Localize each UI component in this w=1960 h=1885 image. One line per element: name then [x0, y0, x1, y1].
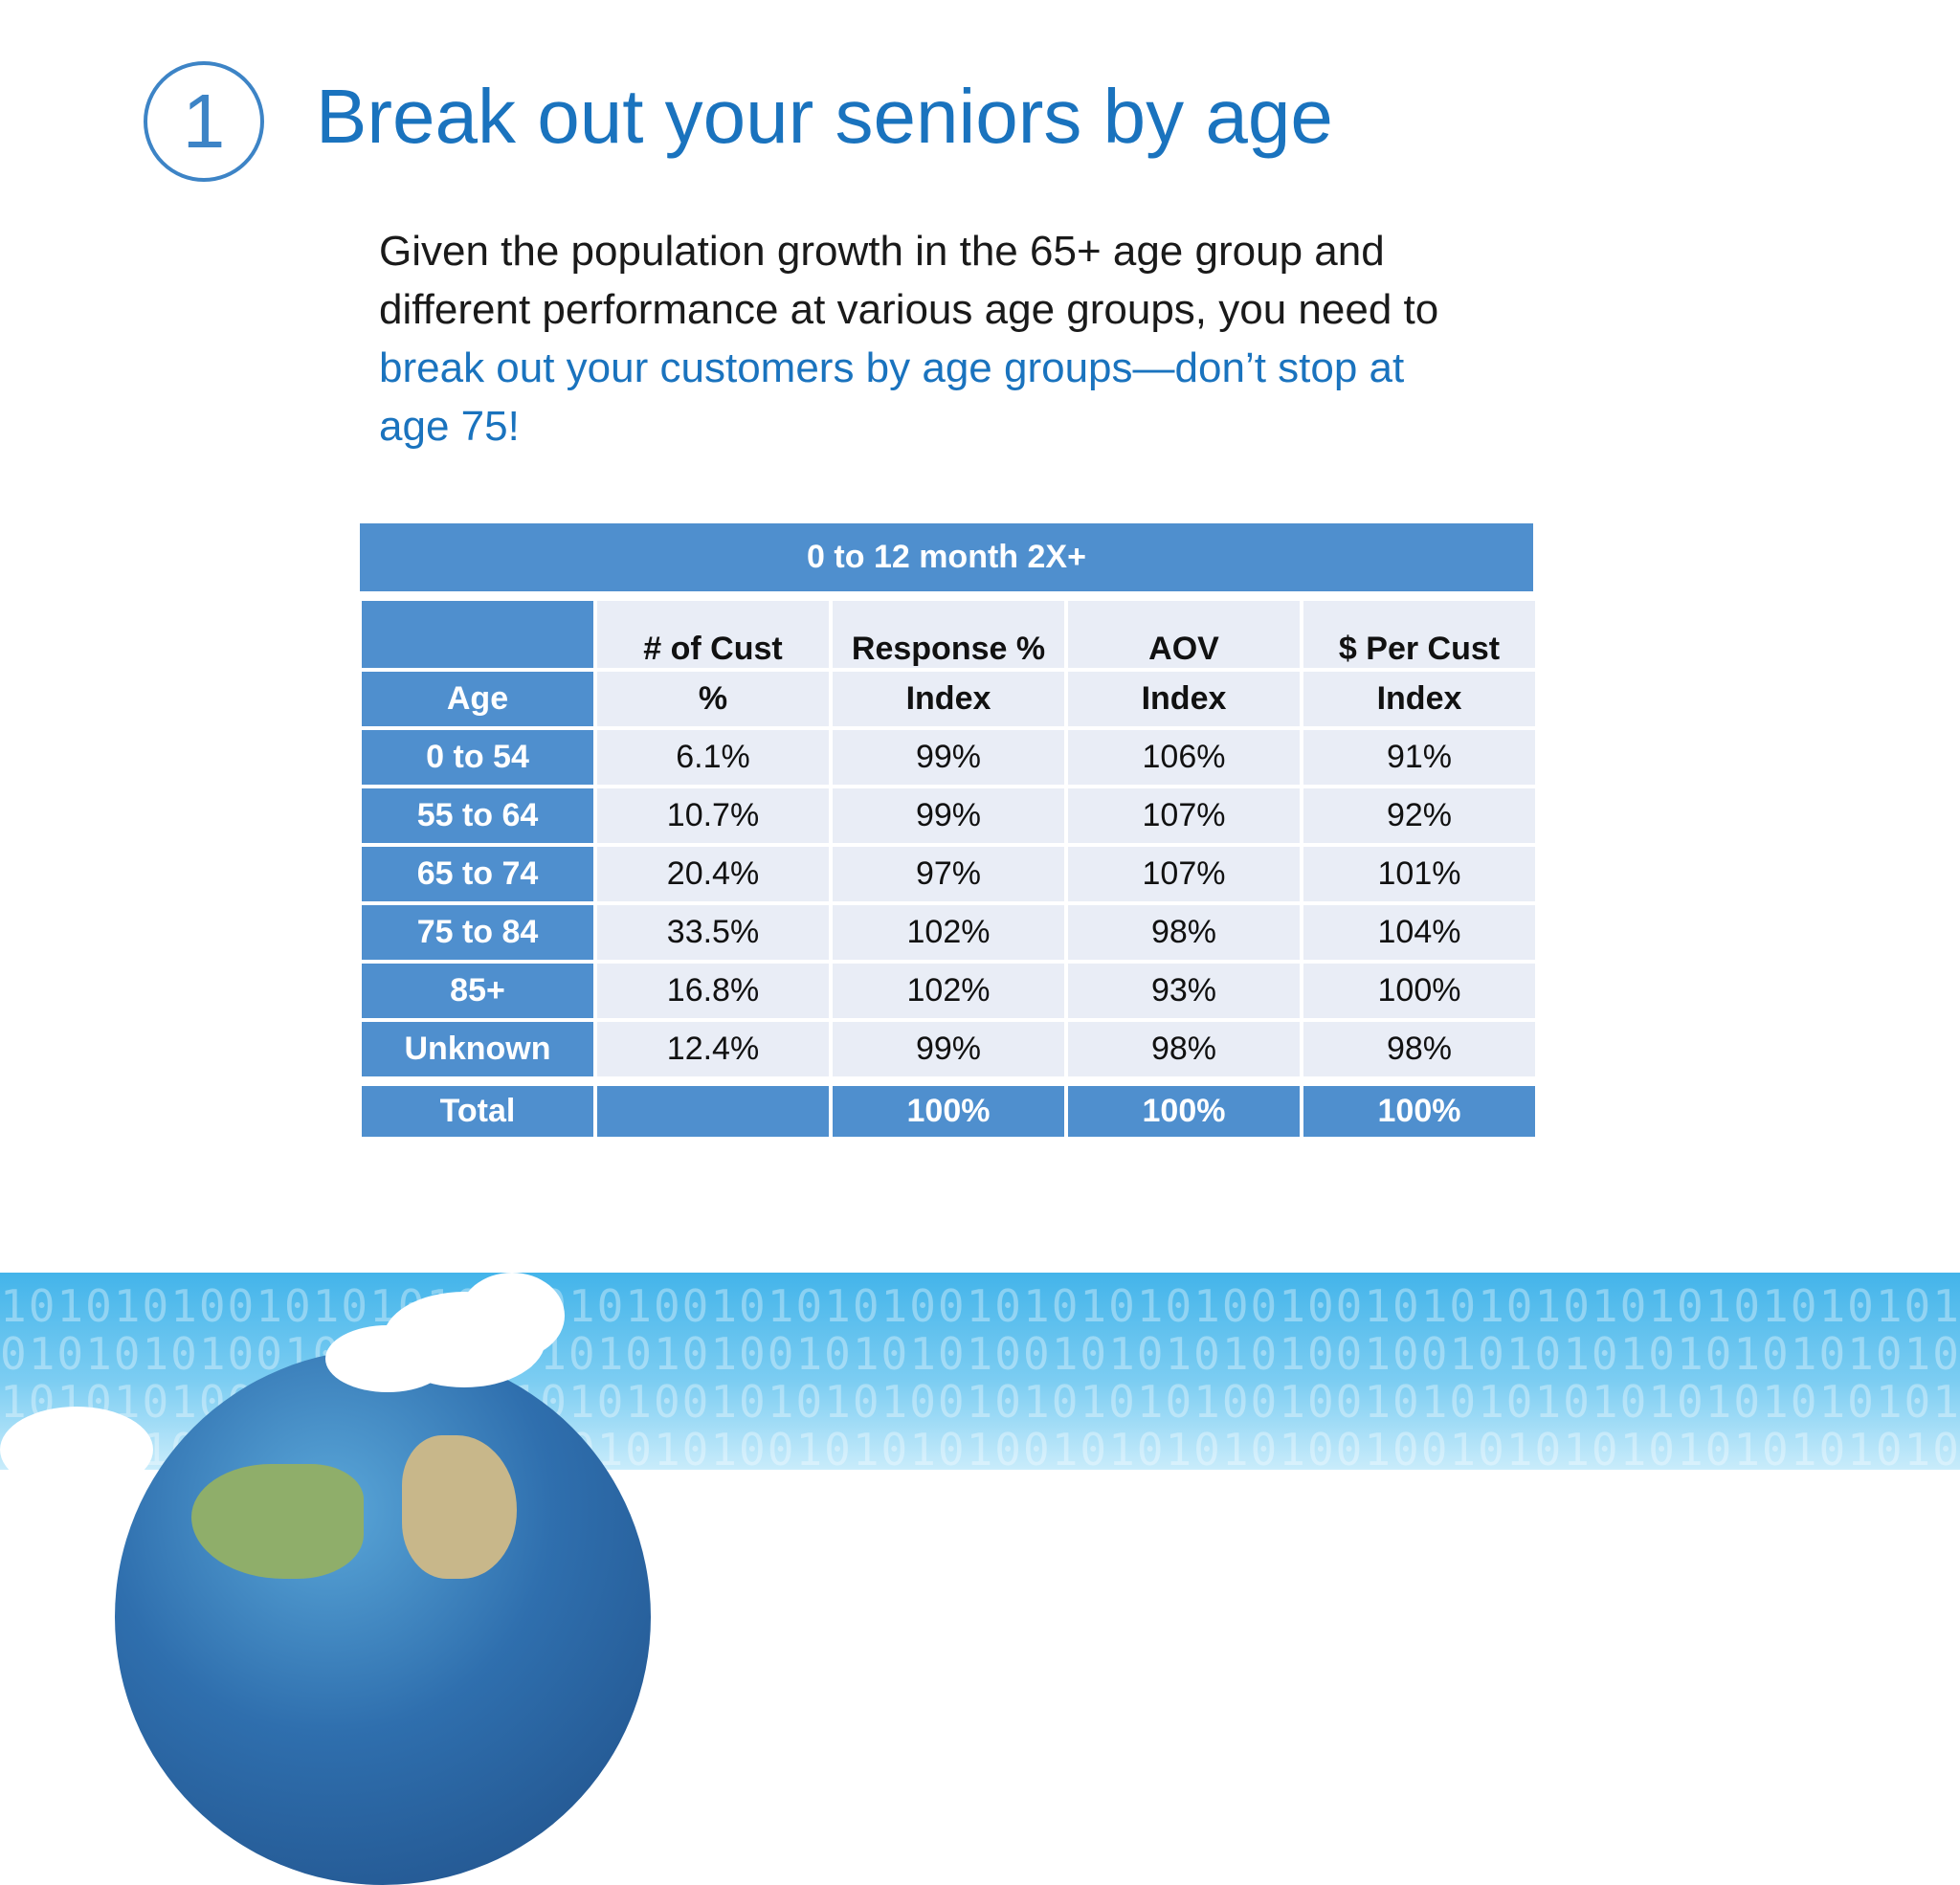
table-cell: 16.8% — [597, 964, 829, 1018]
slide-title: Break out your seniors by age — [316, 74, 1333, 159]
table-cell: 102% — [833, 964, 1064, 1018]
table-row: 65 to 74 20.4% 97% 107% 101% — [362, 847, 1535, 901]
age-cell: 65 to 74 — [362, 847, 593, 901]
globe-landmass — [191, 1464, 364, 1579]
table-cell: 102% — [833, 905, 1064, 960]
total-cell: 100% — [833, 1080, 1064, 1137]
table-header-row: # of Cust Response % AOV $ Per Cust — [362, 601, 1535, 668]
header-cell: # of Cust — [597, 601, 829, 668]
globe-landmass — [402, 1435, 517, 1579]
age-cell: 85+ — [362, 964, 593, 1018]
table-row: 85+ 16.8% 102% 93% 100% — [362, 964, 1535, 1018]
cloud-icon — [0, 1407, 153, 1493]
table-row: 55 to 64 10.7% 99% 107% 92% — [362, 788, 1535, 843]
age-cell: 0 to 54 — [362, 730, 593, 785]
table-cell: 92% — [1303, 788, 1535, 843]
body-highlight-line: age 75! — [379, 403, 520, 450]
table-cell: 107% — [1068, 788, 1300, 843]
body-highlight-line: break out your customers by age groups—d… — [379, 344, 1405, 391]
header-cell: % — [597, 672, 829, 726]
total-label-cell: Total — [362, 1080, 593, 1137]
table-total-row: Total 100% 100% 100% — [362, 1080, 1535, 1137]
table-header-row: Age % Index Index Index — [362, 672, 1535, 726]
table-cell: 99% — [833, 730, 1064, 785]
header-cell: AOV — [1068, 601, 1300, 668]
table-cell: 107% — [1068, 847, 1300, 901]
slide-body-text: Given the population growth in the 65+ a… — [379, 222, 1566, 455]
age-cell: Unknown — [362, 1022, 593, 1076]
total-cell: 100% — [1068, 1080, 1300, 1137]
table-cell: 101% — [1303, 847, 1535, 901]
cloud-icon — [325, 1325, 450, 1392]
total-cell — [597, 1080, 829, 1137]
table-row: 75 to 84 33.5% 102% 98% 104% — [362, 905, 1535, 960]
age-breakout-table: # of Cust Response % AOV $ Per Cust Age … — [358, 597, 1539, 1141]
header-cell: Age — [362, 672, 593, 726]
table-cell: 98% — [1068, 1022, 1300, 1076]
table-row: Unknown 12.4% 99% 98% 98% — [362, 1022, 1535, 1076]
table-caption: 0 to 12 month 2X+ — [360, 523, 1533, 591]
step-indicator: 1 — [144, 59, 264, 184]
table-cell: 10.7% — [597, 788, 829, 843]
header-cell: Index — [1068, 672, 1300, 726]
table-cell: 91% — [1303, 730, 1535, 785]
table-cell: 12.4% — [597, 1022, 829, 1076]
table-cell: 99% — [833, 1022, 1064, 1076]
body-line: different performance at various age gro… — [379, 286, 1439, 333]
age-cell: 55 to 64 — [362, 788, 593, 843]
table-cell: 20.4% — [597, 847, 829, 901]
header-cell — [362, 601, 593, 668]
body-line: Given the population growth in the 65+ a… — [379, 228, 1385, 275]
table-cell: 6.1% — [597, 730, 829, 785]
header-cell: Response % — [833, 601, 1064, 668]
table-cell: 98% — [1303, 1022, 1535, 1076]
table-cell: 97% — [833, 847, 1064, 901]
table-cell: 104% — [1303, 905, 1535, 960]
header-cell: Index — [1303, 672, 1535, 726]
earth-globe-icon — [115, 1349, 651, 1885]
table-row: 0 to 54 6.1% 99% 106% 91% — [362, 730, 1535, 785]
binary-text-line: 1010101001010101001010100101010100101010… — [0, 1280, 1960, 1332]
header-cell: $ Per Cust — [1303, 601, 1535, 668]
table-cell: 99% — [833, 788, 1064, 843]
table-cell: 106% — [1068, 730, 1300, 785]
total-cell: 100% — [1303, 1080, 1535, 1137]
header-cell: Index — [833, 672, 1064, 726]
age-cell: 75 to 84 — [362, 905, 593, 960]
cloud-icon — [459, 1273, 565, 1359]
table-cell: 33.5% — [597, 905, 829, 960]
table-cell: 98% — [1068, 905, 1300, 960]
table-cell: 100% — [1303, 964, 1535, 1018]
table-cell: 93% — [1068, 964, 1300, 1018]
step-number-circle: 1 — [144, 61, 264, 182]
